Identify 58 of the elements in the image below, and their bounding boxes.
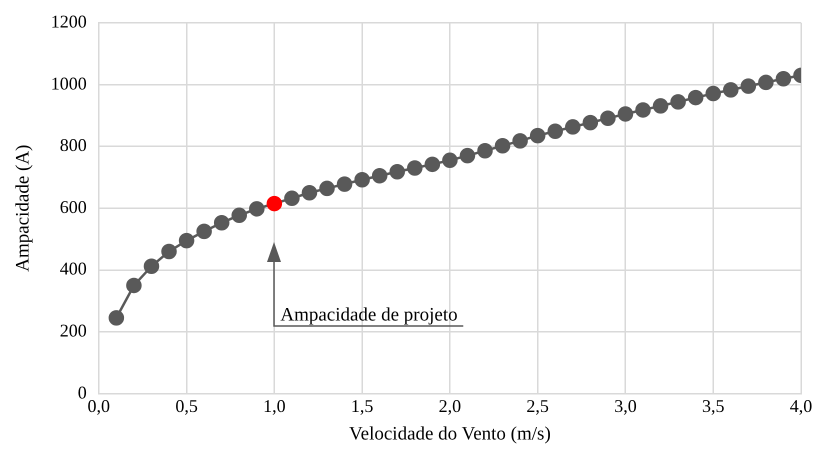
x-tick-label: 2,0 — [438, 396, 462, 416]
point — [776, 70, 792, 86]
y-tick-label: 1000 — [50, 73, 87, 94]
point — [196, 224, 212, 240]
point — [178, 232, 194, 248]
point — [161, 244, 177, 260]
point — [565, 119, 581, 135]
point — [126, 278, 142, 294]
point — [740, 78, 756, 94]
point — [705, 86, 721, 102]
y-tick-label: 1200 — [50, 12, 87, 32]
point — [424, 156, 440, 172]
point — [635, 102, 651, 118]
point — [688, 90, 704, 106]
point — [266, 196, 282, 212]
point — [547, 124, 563, 140]
x-tick-label: 2,5 — [526, 396, 549, 416]
x-tick-label: 0,0 — [88, 396, 110, 416]
point — [600, 110, 616, 126]
point — [144, 258, 160, 274]
x-axis-title: Velocidade do Vento (m/s) — [349, 424, 551, 445]
point — [652, 98, 668, 114]
point — [618, 106, 634, 122]
point — [494, 138, 510, 154]
point — [758, 74, 774, 90]
point — [354, 172, 370, 188]
point — [372, 168, 388, 184]
point — [407, 160, 423, 176]
x-tick-label: 1,5 — [350, 396, 374, 416]
y-tick-label: 600 — [60, 196, 87, 217]
y-axis-title: Ampacidade (A) — [12, 144, 34, 272]
point — [460, 148, 476, 164]
x-tick-label: 1,0 — [263, 396, 286, 416]
x-tick-label: 3,5 — [702, 396, 724, 416]
point — [231, 208, 247, 224]
point — [214, 214, 230, 230]
y-tick-label: 800 — [60, 135, 87, 156]
x-tick-label: 3,0 — [614, 396, 637, 416]
x-tick-label: 0,5 — [175, 396, 198, 416]
y-tick-label: 400 — [60, 258, 87, 279]
point — [670, 94, 686, 110]
point — [249, 201, 265, 217]
point — [530, 128, 546, 144]
point — [319, 180, 335, 196]
y-tick-label: 200 — [60, 320, 87, 341]
point — [284, 190, 300, 206]
annotation: Ampacidade de projeto — [280, 304, 458, 326]
point — [302, 185, 318, 200]
point — [723, 82, 739, 98]
point — [442, 152, 458, 168]
x-tick-label: 4,0 — [790, 396, 812, 416]
point — [512, 133, 528, 149]
point — [389, 164, 405, 180]
point — [336, 176, 352, 192]
point — [582, 114, 598, 130]
y-tick-label: 0 — [78, 382, 87, 402]
point — [108, 310, 124, 326]
point — [477, 142, 493, 158]
